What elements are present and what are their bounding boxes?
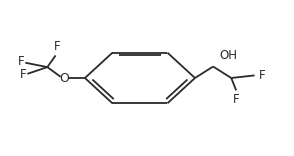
Text: F: F	[18, 56, 24, 68]
Text: OH: OH	[219, 49, 237, 62]
Text: F: F	[54, 40, 60, 53]
Text: F: F	[259, 69, 266, 82]
Text: F: F	[233, 93, 240, 106]
Text: O: O	[60, 71, 69, 85]
Text: F: F	[20, 68, 26, 81]
